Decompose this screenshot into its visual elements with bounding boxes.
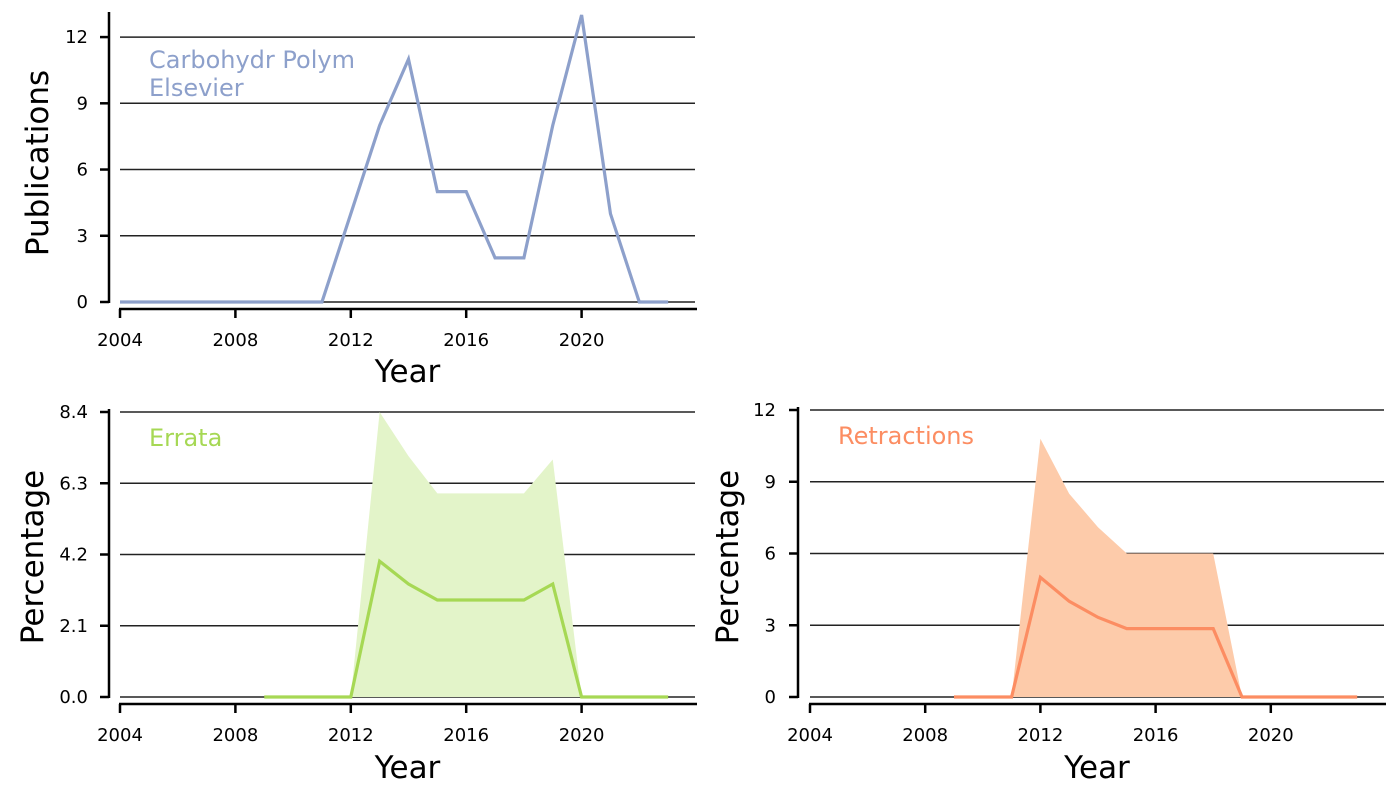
y-tick-label: 3 (77, 226, 88, 247)
chart-annotation: Carbohydr Polym (149, 46, 355, 74)
x-tick-label: 2012 (328, 725, 374, 746)
y-axis-label: Percentage (710, 470, 746, 644)
y-tick-label: 0 (77, 292, 88, 313)
y-tick-label: 6.3 (59, 473, 88, 494)
x-tick-label: 2016 (443, 330, 489, 351)
y-tick-label: 6 (765, 544, 776, 565)
x-tick-label: 2004 (97, 725, 143, 746)
y-tick-label: 0 (765, 687, 776, 708)
chart-annotation: Retractions (838, 422, 974, 450)
x-tick-label: 2008 (212, 725, 258, 746)
y-tick-label: 9 (77, 93, 88, 114)
y-tick-label: 0.0 (59, 687, 88, 708)
y-tick-label: 2.1 (59, 616, 88, 637)
x-tick-label: 2016 (443, 725, 489, 746)
x-tick-label: 2020 (559, 330, 605, 351)
series-line (264, 558, 669, 699)
chart-annotation: Errata (149, 424, 222, 452)
x-tick-label: 2016 (1133, 725, 1179, 746)
x-tick-label: 2004 (97, 330, 143, 351)
y-tick-label: 12 (65, 27, 88, 48)
x-tick-label: 2008 (902, 725, 948, 746)
y-tick-label: 12 (753, 400, 776, 421)
chart-retractions: 0 3 6 9 12 2004 2008 2012 2016 2020 Year Percentage… (710, 400, 1386, 786)
x-axis-label: Year (374, 750, 441, 786)
series-band (954, 438, 1358, 697)
y-tick-label: 6 (77, 160, 88, 181)
x-tick-label: 2012 (1017, 725, 1063, 746)
chart-annotation: Elsevier (149, 74, 244, 102)
x-axis-label: Year (374, 354, 441, 390)
x-axis-label: Year (1063, 750, 1130, 786)
x-tick-label: 2020 (1248, 725, 1294, 746)
x-tick-label: 2008 (212, 330, 258, 351)
series-line (120, 14, 669, 304)
x-tick-label: 2012 (328, 330, 374, 351)
x-tick-label: 2020 (559, 725, 605, 746)
y-tick-label: 3 (765, 615, 776, 636)
y-axis-label: Publications (20, 70, 56, 256)
chart-publications: 0 3 6 9 12 2004 2008 2012 2016 2020 Year Publicatio… (20, 12, 697, 390)
series-line (954, 574, 1358, 699)
chart-errata: 0.0 2.1 4.2 6.3 8.4 2004 2008 2012 2016 2020 Year P… (15, 402, 697, 786)
x-tick-label: 2004 (787, 725, 833, 746)
y-tick-label: 4.2 (59, 545, 88, 566)
y-tick-label: 8.4 (59, 402, 88, 423)
y-axis-label: Percentage (15, 470, 51, 644)
y-tick-label: 9 (765, 472, 776, 493)
